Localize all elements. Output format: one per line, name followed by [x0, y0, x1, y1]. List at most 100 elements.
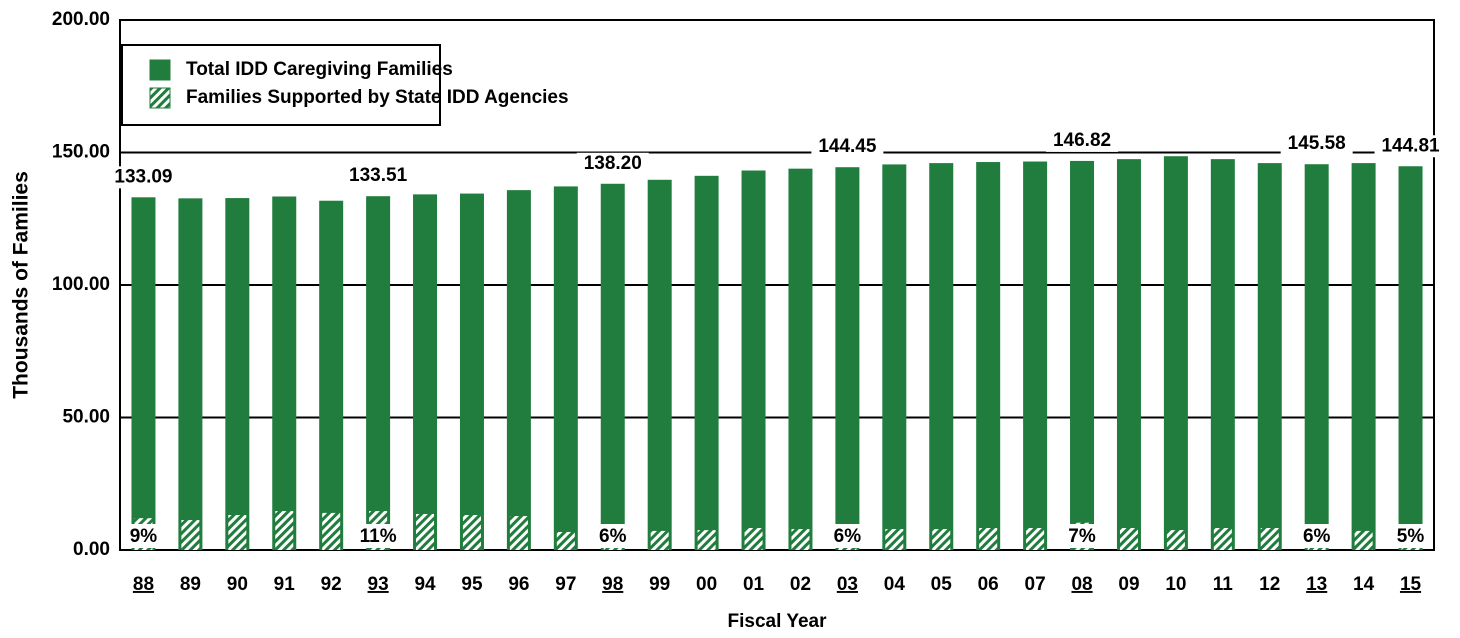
total-bar [694, 175, 719, 550]
share-label-bg [1060, 524, 1105, 548]
total-bar [976, 162, 1001, 551]
supported-bar [1166, 530, 1185, 550]
x-tick-label: 95 [461, 574, 483, 595]
y-tick-label: 50.00 [62, 407, 110, 428]
x-tick-label: 93 [368, 574, 389, 595]
x-tick-label: 03 [837, 574, 858, 595]
share-label: 6% [1303, 526, 1331, 547]
share-label: 6% [834, 526, 862, 547]
value-label: 145.58 [1288, 133, 1346, 154]
y-tick-label: 200.00 [52, 9, 110, 30]
value-label: 144.45 [818, 136, 877, 157]
total-bar [459, 193, 484, 550]
supported-bar [979, 528, 998, 550]
value-label: 144.81 [1381, 135, 1440, 156]
x-tick-label: 09 [1118, 574, 1139, 595]
legend-label: Families Supported by State IDD Agencies [186, 87, 569, 108]
supported-bar [509, 516, 528, 550]
supported-bar [462, 515, 481, 550]
value-label: 133.51 [349, 165, 408, 186]
share-label-bg [825, 524, 870, 548]
x-tick-label: 92 [321, 574, 342, 595]
supported-bar [1026, 528, 1045, 550]
supported-bar [416, 513, 435, 550]
x-tick-label: 05 [931, 574, 953, 595]
supported-bar [791, 529, 810, 550]
y-tick-label: 150.00 [52, 142, 110, 163]
total-bar [506, 190, 531, 550]
legend-label: Total IDD Caregiving Families [186, 59, 453, 80]
supported-bar [1354, 530, 1373, 550]
supported-bar [228, 515, 247, 550]
x-tick-label: 02 [790, 574, 811, 595]
x-tick-label: 94 [414, 574, 436, 595]
supported-bar [650, 530, 669, 550]
x-tick-label: 08 [1071, 574, 1092, 595]
total-bar [1070, 160, 1095, 550]
total-bar [131, 197, 156, 550]
x-tick-label: 89 [180, 574, 201, 595]
x-tick-label: 01 [743, 574, 765, 595]
supported-bar [275, 511, 294, 550]
total-bar [1116, 159, 1141, 550]
total-bar [178, 198, 203, 550]
x-tick-label: 07 [1025, 574, 1046, 595]
total-bar [366, 196, 391, 551]
x-tick-label: 97 [555, 574, 576, 595]
value-label: 138.20 [584, 153, 642, 174]
supported-bar [1260, 528, 1279, 550]
x-tick-label: 06 [978, 574, 999, 595]
supported-bar [181, 520, 200, 550]
supported-bar [322, 512, 341, 550]
y-tick-label: 0.00 [73, 539, 110, 560]
share-label: 5% [1397, 526, 1425, 547]
total-bar [882, 164, 907, 551]
share-label: 11% [360, 526, 397, 547]
legend-swatch [149, 59, 171, 81]
total-bar [272, 196, 297, 551]
share-label-bg [590, 524, 635, 548]
supported-bar [1213, 528, 1232, 550]
total-bar [1351, 163, 1376, 550]
x-tick-label: 14 [1353, 574, 1375, 595]
value-label: 146.82 [1053, 130, 1111, 151]
total-bar [741, 170, 766, 550]
value-label-bg [1046, 129, 1119, 152]
x-tick-label: 91 [274, 574, 296, 595]
total-bar [647, 179, 672, 551]
supported-bar [885, 529, 904, 550]
total-bar [1257, 163, 1282, 550]
x-tick-label: 00 [696, 574, 717, 595]
total-bar [413, 194, 438, 550]
x-tick-label: 99 [649, 574, 670, 595]
total-bar [1210, 159, 1235, 550]
share-label-bg [356, 524, 401, 548]
total-bar [835, 167, 860, 550]
value-label-bg [1280, 133, 1353, 156]
y-tick-label: 100.00 [52, 274, 110, 295]
x-tick-label: 04 [884, 574, 906, 595]
share-label-bg [121, 524, 166, 548]
value-label-bg [107, 166, 180, 189]
total-bar [1398, 166, 1423, 551]
x-tick-label: 88 [133, 574, 154, 595]
supported-bar [932, 529, 951, 550]
value-label: 133.09 [114, 166, 172, 187]
value-label-bg [342, 165, 415, 188]
total-bar [553, 186, 578, 551]
x-tick-label: 12 [1259, 574, 1280, 595]
x-tick-label: 13 [1306, 574, 1327, 595]
x-tick-label: 96 [508, 574, 529, 595]
x-tick-label: 90 [227, 574, 248, 595]
x-tick-label: 11 [1213, 574, 1234, 595]
share-label: 9% [130, 526, 158, 547]
share-label: 7% [1068, 526, 1096, 547]
total-bar [600, 183, 625, 550]
y-axis-label: Thousands of Families [10, 171, 33, 399]
value-label-bg [811, 136, 884, 159]
share-label-bg [1294, 524, 1339, 548]
total-bar [1304, 164, 1329, 550]
total-bar [1163, 156, 1188, 550]
total-bar [1023, 161, 1048, 550]
